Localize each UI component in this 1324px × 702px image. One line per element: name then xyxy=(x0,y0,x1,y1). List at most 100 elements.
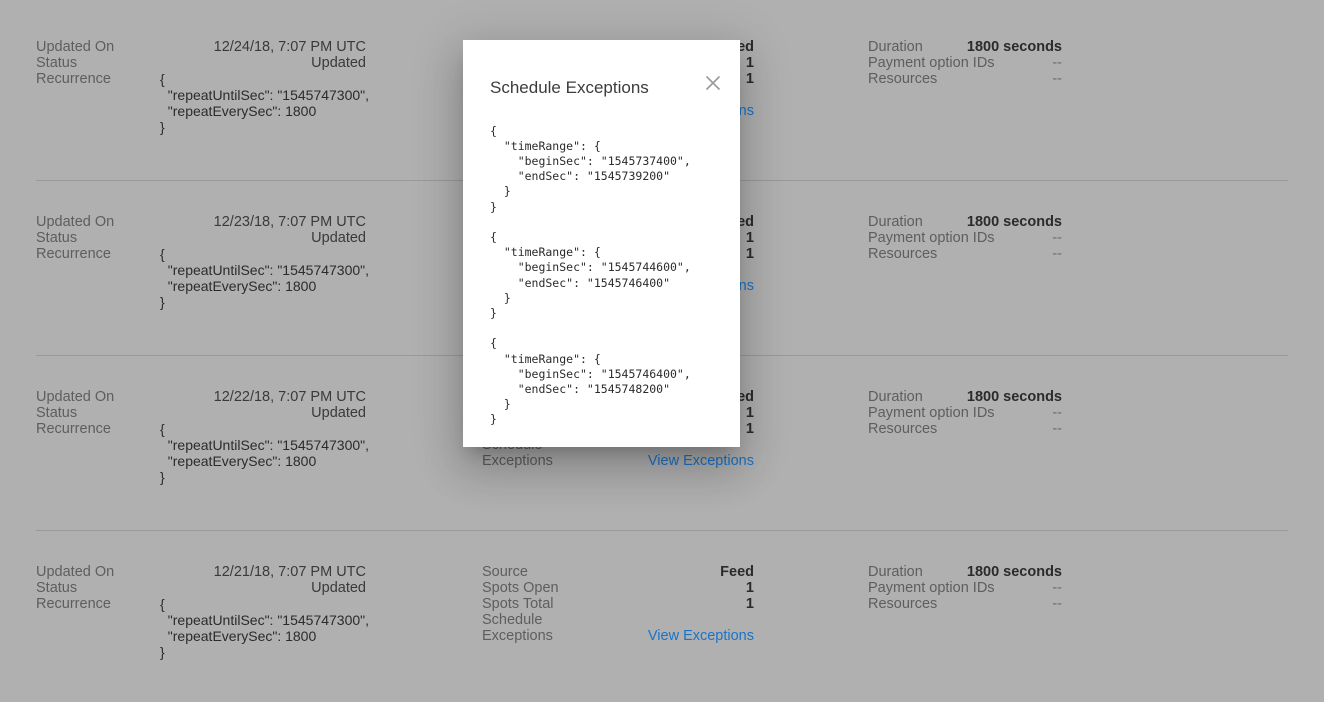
field-value: 1800 seconds xyxy=(966,564,1062,580)
field-value: -- xyxy=(1052,55,1062,71)
field-label: Payment option IDs xyxy=(868,55,995,71)
field-label: Status xyxy=(36,230,78,246)
field-label: Duration xyxy=(868,214,923,230)
field-value: 1 xyxy=(745,405,754,421)
field-value: -- xyxy=(1052,230,1062,246)
recurrence-json: { "repeatUntilSec": "1545747300", "repea… xyxy=(160,596,370,660)
field-value: -- xyxy=(1052,596,1062,612)
field-label: Updated On xyxy=(36,214,115,230)
field-value: 1 xyxy=(745,421,754,437)
field-value: -- xyxy=(1052,405,1062,421)
field-label: Spots Open xyxy=(482,580,559,596)
row-column-left: Updated On 12/23/18, 7:07 PM UTC Status … xyxy=(36,214,369,310)
field-value: -- xyxy=(1052,246,1062,262)
field-payment-option-ids: Payment option IDs -- xyxy=(868,230,1062,246)
field-value: 1800 seconds xyxy=(966,389,1062,405)
field-label: Payment option IDs xyxy=(868,580,995,596)
field-value: -- xyxy=(1052,421,1062,437)
field-value: -- xyxy=(1052,71,1062,87)
row-divider xyxy=(36,530,1288,531)
field-value: 1 xyxy=(745,580,754,596)
field-value: 1 xyxy=(745,596,754,612)
field-label: Recurrence xyxy=(36,246,111,262)
table-row: Updated On 12/21/18, 7:07 PM UTC Status … xyxy=(0,531,1324,702)
field-label: Spots Total xyxy=(482,596,554,612)
field-label: Resources xyxy=(868,421,938,437)
field-label: Updated On xyxy=(36,389,115,405)
field-duration: Duration 1800 seconds xyxy=(868,564,1062,580)
field-resources: Resources -- xyxy=(868,246,1062,262)
field-value: Feed xyxy=(720,564,754,580)
field-value: 12/23/18, 7:07 PM UTC xyxy=(213,214,366,230)
row-column-right: Duration 1800 seconds Payment option IDs… xyxy=(868,564,1062,612)
field-source: Source Feed xyxy=(482,564,754,580)
field-label: Payment option IDs xyxy=(868,405,995,421)
field-label: Duration xyxy=(868,39,923,55)
recurrence-json: { "repeatUntilSec": "1545747300", "repea… xyxy=(160,421,370,485)
row-column-right: Duration 1800 seconds Payment option IDs… xyxy=(868,214,1062,262)
field-value: 1 xyxy=(745,71,754,87)
row-column-right: Duration 1800 seconds Payment option IDs… xyxy=(868,389,1062,437)
row-column-left: Updated On 12/24/18, 7:07 PM UTC Status … xyxy=(36,39,369,135)
dialog-title: Schedule Exceptions xyxy=(490,78,649,97)
field-payment-option-ids: Payment option IDs -- xyxy=(868,580,1062,596)
field-label: Recurrence xyxy=(36,71,111,87)
field-spots-total: Spots Total 1 xyxy=(482,596,754,612)
view-exceptions-link[interactable]: View Exceptions xyxy=(647,453,754,469)
row-column-right: Duration 1800 seconds Payment option IDs… xyxy=(868,39,1062,87)
field-value: Updated xyxy=(311,55,366,71)
field-label: Status xyxy=(36,405,78,421)
field-value: 1 xyxy=(745,230,754,246)
schedule-exceptions-dialog: Schedule Exceptions { "timeRange": { "be… xyxy=(463,40,740,447)
field-label: Resources xyxy=(868,71,938,87)
field-status: Status Updated xyxy=(36,580,366,596)
field-schedule-exceptions: Schedule Exceptions View Exceptions xyxy=(482,612,754,644)
field-value: Updated xyxy=(311,580,366,596)
field-label: Duration xyxy=(868,564,923,580)
field-label: Updated On xyxy=(36,39,115,55)
field-status: Status Updated xyxy=(36,230,366,246)
field-resources: Resources -- xyxy=(868,421,1062,437)
field-value: Updated xyxy=(311,405,366,421)
field-label: Schedule Exceptions xyxy=(482,612,553,644)
field-status: Status Updated xyxy=(36,405,366,421)
field-resources: Resources -- xyxy=(868,596,1062,612)
field-label: Status xyxy=(36,580,78,596)
field-label: Payment option IDs xyxy=(868,230,995,246)
field-value: 1 xyxy=(745,246,754,262)
field-value: 12/22/18, 7:07 PM UTC xyxy=(213,389,366,405)
exceptions-json[interactable]: { "timeRange": { "beginSec": "1545737400… xyxy=(490,123,691,427)
field-payment-option-ids: Payment option IDs -- xyxy=(868,55,1062,71)
field-updated-on: Updated On 12/23/18, 7:07 PM UTC xyxy=(36,214,366,230)
field-value: 1800 seconds xyxy=(966,214,1062,230)
field-duration: Duration 1800 seconds xyxy=(868,389,1062,405)
row-column-left: Updated On 12/21/18, 7:07 PM UTC Status … xyxy=(36,564,369,660)
row-column-middle: Source Feed Spots Open 1 Spots Total 1 S… xyxy=(482,564,754,644)
field-value: 1 xyxy=(745,55,754,71)
field-resources: Resources -- xyxy=(868,71,1062,87)
field-label: Resources xyxy=(868,596,938,612)
field-label: Status xyxy=(36,55,78,71)
close-icon[interactable] xyxy=(700,70,726,96)
field-label: Source xyxy=(482,564,528,580)
field-label: Updated On xyxy=(36,564,115,580)
field-updated-on: Updated On 12/24/18, 7:07 PM UTC xyxy=(36,39,366,55)
field-label: Resources xyxy=(868,246,938,262)
view-exceptions-link[interactable]: View Exceptions xyxy=(647,628,754,644)
recurrence-json: { "repeatUntilSec": "1545747300", "repea… xyxy=(160,246,370,310)
field-updated-on: Updated On 12/22/18, 7:07 PM UTC xyxy=(36,389,366,405)
field-value: -- xyxy=(1052,580,1062,596)
field-duration: Duration 1800 seconds xyxy=(868,39,1062,55)
row-column-left: Updated On 12/22/18, 7:07 PM UTC Status … xyxy=(36,389,369,485)
field-label: Duration xyxy=(868,389,923,405)
field-payment-option-ids: Payment option IDs -- xyxy=(868,405,1062,421)
field-value: Updated xyxy=(311,230,366,246)
field-duration: Duration 1800 seconds xyxy=(868,214,1062,230)
field-label: Recurrence xyxy=(36,596,111,612)
recurrence-json: { "repeatUntilSec": "1545747300", "repea… xyxy=(160,71,370,135)
field-value: 12/21/18, 7:07 PM UTC xyxy=(213,564,366,580)
field-spots-open: Spots Open 1 xyxy=(482,580,754,596)
field-updated-on: Updated On 12/21/18, 7:07 PM UTC xyxy=(36,564,366,580)
field-value: 12/24/18, 7:07 PM UTC xyxy=(213,39,366,55)
